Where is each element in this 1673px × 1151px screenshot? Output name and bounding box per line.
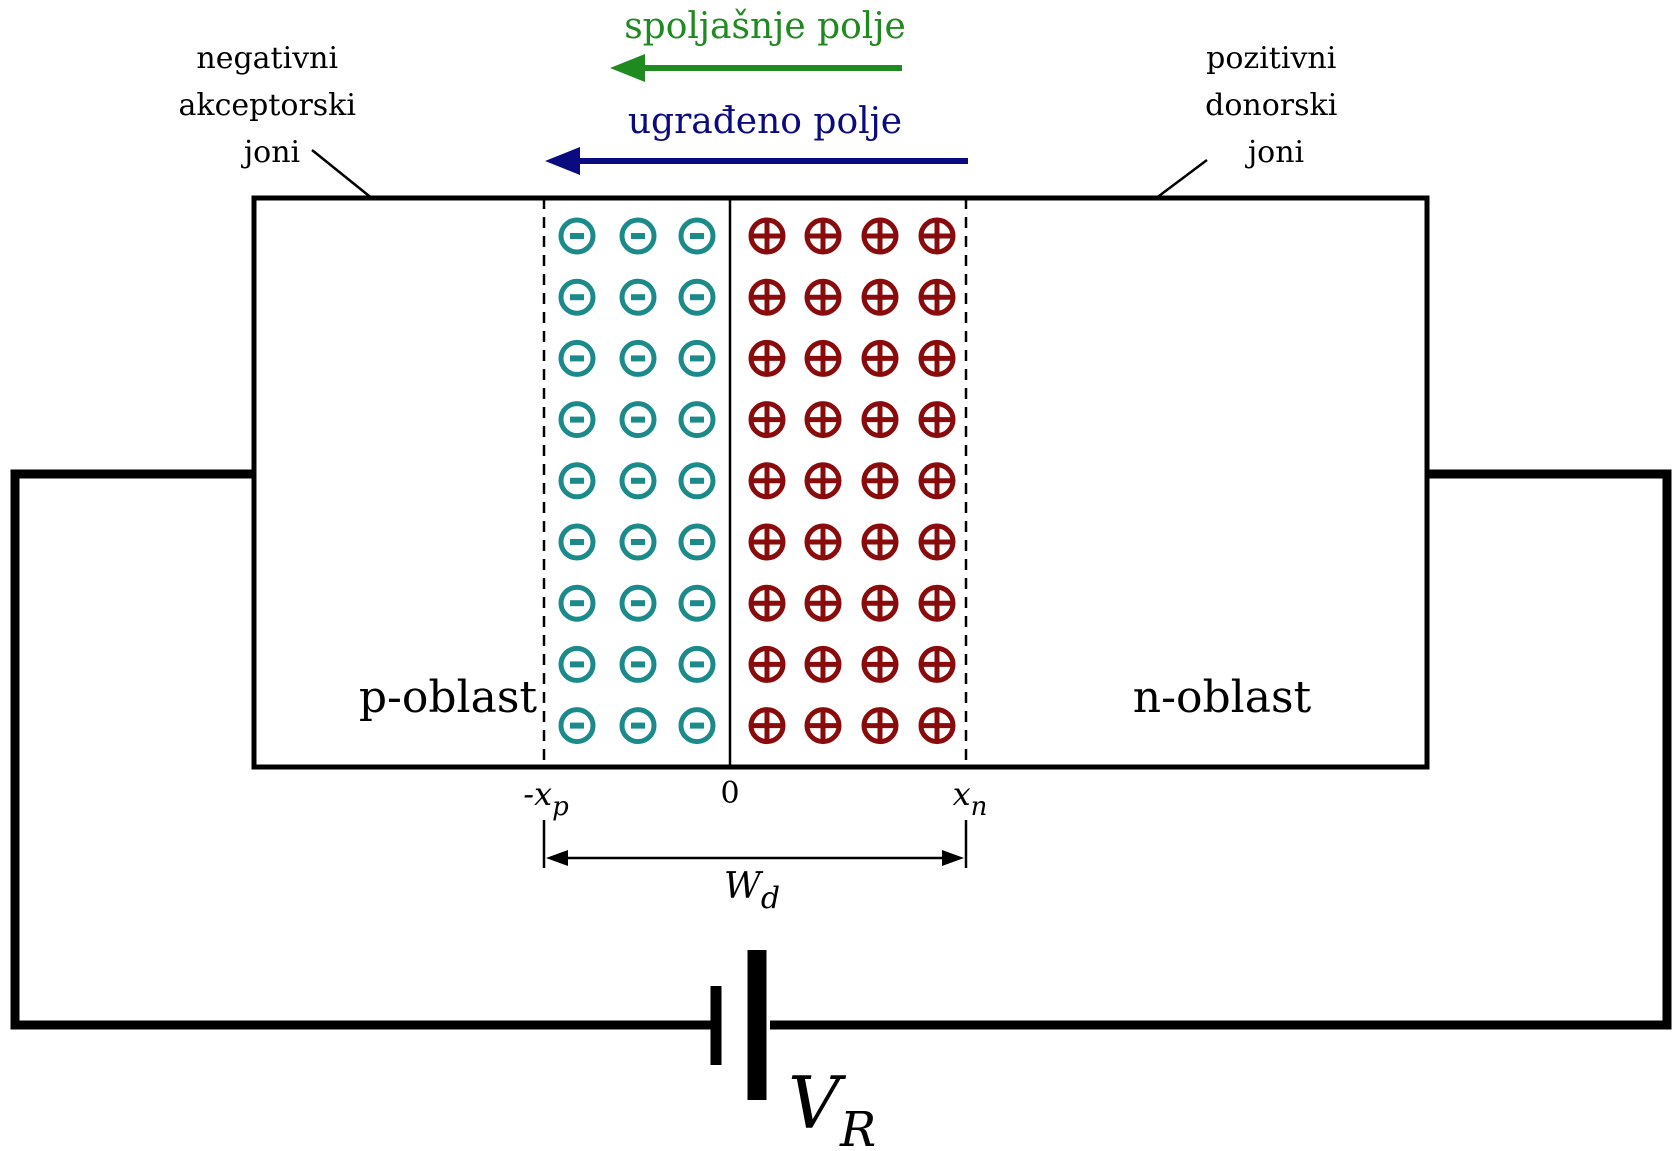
positive-ion (918, 278, 956, 316)
positive-ion (918, 707, 956, 745)
wd-label: Wd (724, 866, 780, 916)
positive-ion (918, 523, 956, 561)
xp-subscript: p (552, 792, 569, 822)
negative-ion (678, 707, 716, 745)
voltage-main: V (788, 1061, 847, 1145)
negative-ion (558, 523, 596, 561)
wd-subscript: d (761, 881, 780, 916)
negative-ion (678, 523, 716, 561)
wd-dimension (542, 820, 968, 868)
negative-acceptor-ions (558, 217, 716, 745)
p-region-label: p-oblast (359, 672, 538, 723)
negative-ion (678, 645, 716, 683)
positive-ion (804, 645, 842, 683)
positive-ion (748, 645, 786, 683)
negative-ion (558, 339, 596, 377)
positive-ion (748, 707, 786, 745)
negative-ion (619, 339, 657, 377)
positive-ion (918, 217, 956, 255)
positive-ion (748, 523, 786, 561)
positive-ion (748, 462, 786, 500)
positive-ion (861, 523, 899, 561)
positive-ion (804, 278, 842, 316)
positive-ion (748, 401, 786, 439)
donor-ions-label: pozitivni donorski joni (1205, 41, 1347, 170)
negative-ion (558, 278, 596, 316)
positive-donor-ions (748, 217, 956, 745)
positive-ion (861, 339, 899, 377)
positive-ion (804, 217, 842, 255)
positive-ion (861, 401, 899, 439)
positive-ion (918, 401, 956, 439)
negative-ion (619, 645, 657, 683)
acceptor-ions-label: negativni akceptorski joni (179, 41, 366, 170)
positive-ion (748, 339, 786, 377)
acceptor-ions-line-3: joni (241, 135, 300, 170)
negative-ion (678, 401, 716, 439)
battery-symbol (710, 950, 767, 1100)
donor-ions-line-1: pozitivni (1206, 41, 1336, 76)
positive-ion (804, 401, 842, 439)
builtin-field-arrow (545, 147, 968, 175)
positive-ion (804, 339, 842, 377)
positive-ion (918, 462, 956, 500)
positive-ion (804, 462, 842, 500)
negative-ion (558, 584, 596, 622)
circuit-wire (10, 469, 1672, 1030)
negative-ion (678, 339, 716, 377)
xp-main: -x (523, 775, 552, 813)
negative-ion (558, 401, 596, 439)
positive-ion (748, 584, 786, 622)
positive-ion (748, 278, 786, 316)
zero-label: 0 (720, 776, 739, 811)
negative-ion (619, 217, 657, 255)
xn-label: xn (953, 775, 988, 822)
negative-ion (678, 278, 716, 316)
negative-ion (619, 401, 657, 439)
external-field-label: spoljašnje polje (624, 6, 906, 47)
negative-ion (558, 645, 596, 683)
positive-ion (861, 217, 899, 255)
negative-ion (678, 462, 716, 500)
negative-ion (619, 707, 657, 745)
negative-ion (619, 462, 657, 500)
external-field-arrow (610, 54, 902, 82)
positive-ion (861, 278, 899, 316)
positive-ion (748, 217, 786, 255)
wd-main: W (724, 866, 764, 907)
xn-main: x (953, 775, 971, 813)
n-region-label: n-oblast (1133, 672, 1312, 723)
negative-ion (619, 584, 657, 622)
positive-ion (861, 645, 899, 683)
positive-ion (918, 339, 956, 377)
positive-ion (861, 707, 899, 745)
positive-ion (918, 645, 956, 683)
negative-ion (558, 462, 596, 500)
xp-label: -xp (523, 775, 569, 822)
donor-ions-line-3: joni (1245, 135, 1304, 170)
negative-ion (678, 217, 716, 255)
positive-ion (804, 523, 842, 561)
donor-ions-line-2: donorski (1205, 88, 1337, 123)
positive-ion (918, 584, 956, 622)
voltage-subscript: R (839, 1102, 876, 1151)
acceptor-ions-line-2: akceptorski (179, 88, 356, 123)
builtin-field-label: ugrađeno polje (628, 101, 902, 142)
xn-subscript: n (971, 792, 988, 822)
negative-ion (558, 707, 596, 745)
positive-ion (861, 584, 899, 622)
acceptor-ions-line-1: negativni (196, 41, 338, 76)
negative-ion (619, 278, 657, 316)
negative-ion (619, 523, 657, 561)
negative-ion (678, 584, 716, 622)
positive-ion (861, 462, 899, 500)
voltage-label: VR (788, 1061, 876, 1151)
positive-ion (804, 584, 842, 622)
positive-ion (804, 707, 842, 745)
negative-ion (558, 217, 596, 255)
